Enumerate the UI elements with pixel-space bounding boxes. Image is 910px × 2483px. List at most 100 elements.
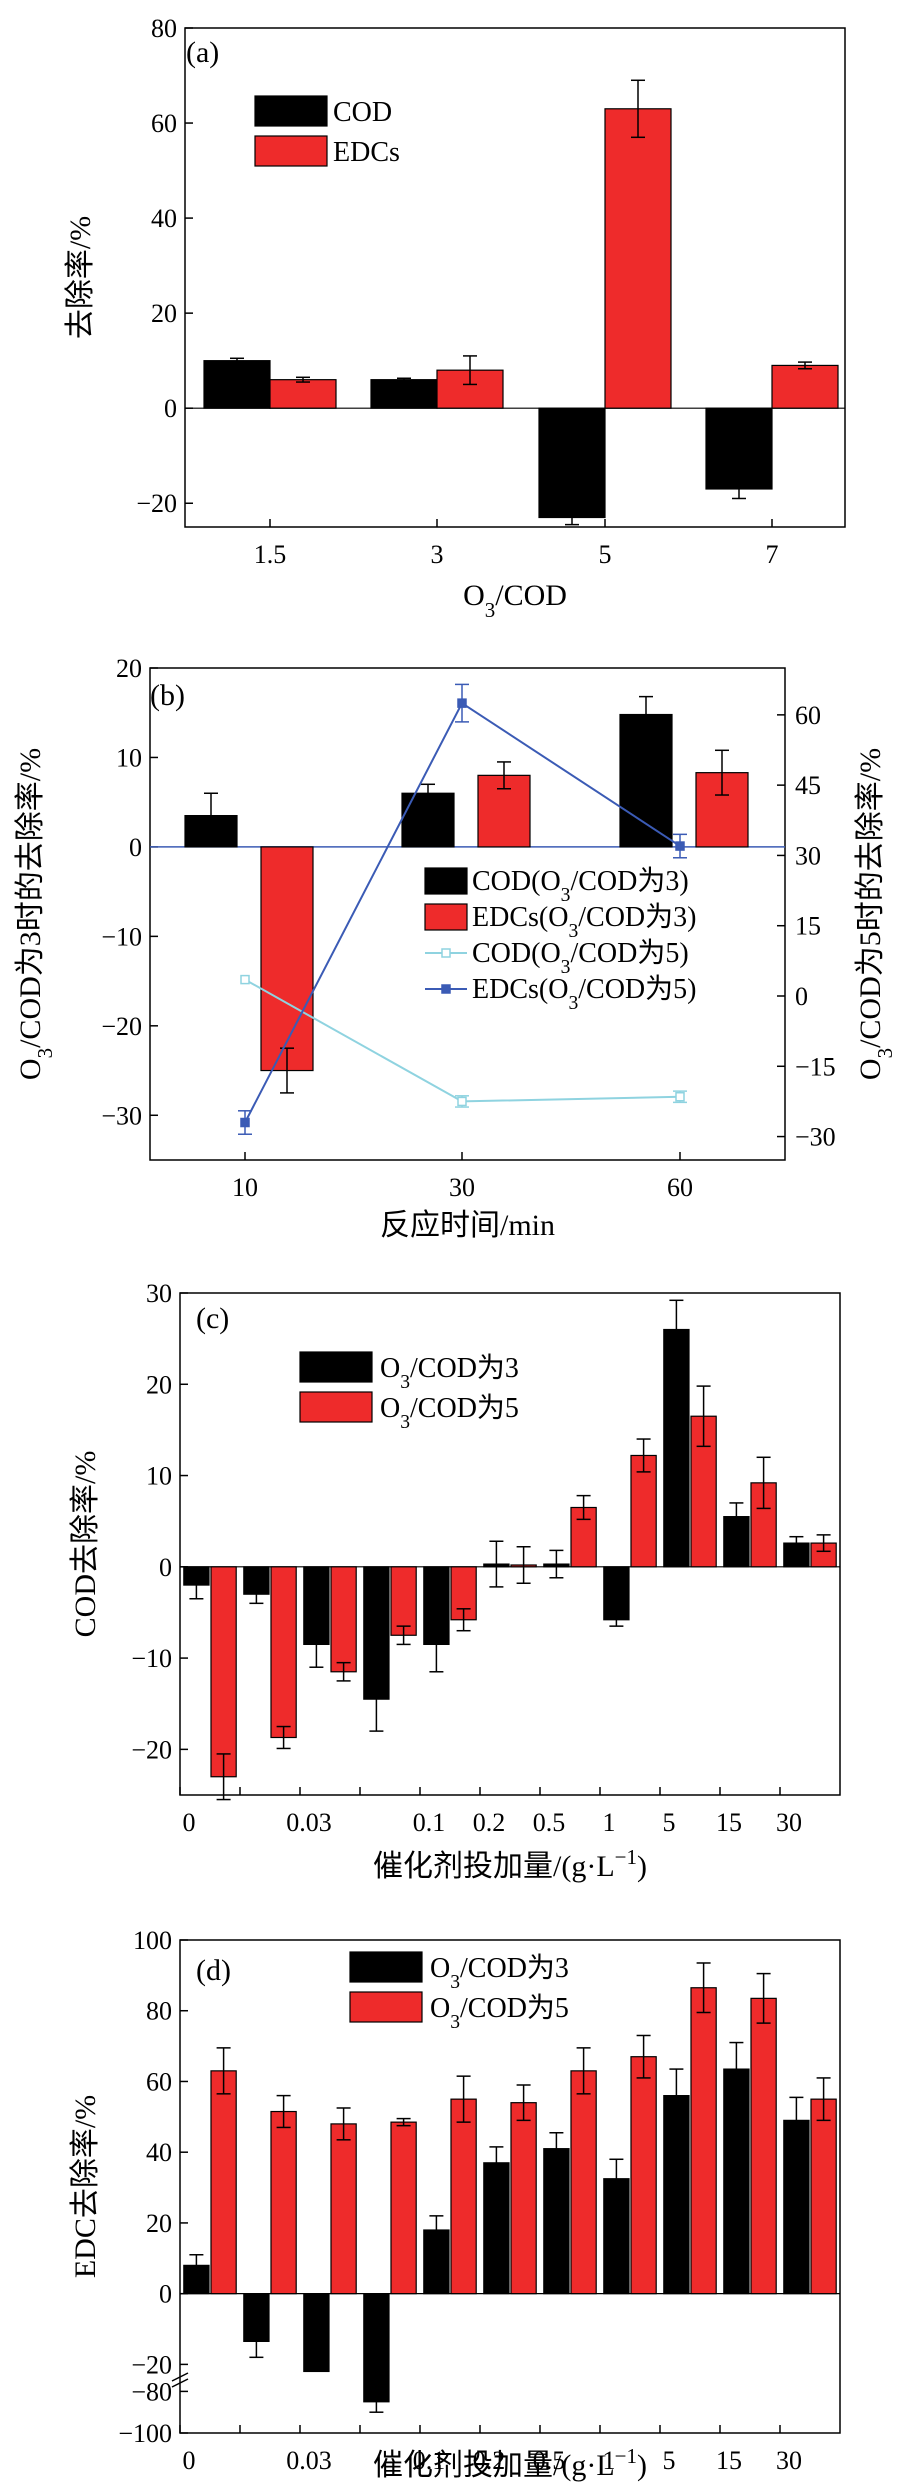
y-tick-label: −20 [136, 489, 177, 518]
y-tick-label: −100 [118, 2419, 172, 2448]
y-tick-label: −20 [131, 1735, 172, 1764]
x-tick-label: 1 [603, 2446, 616, 2475]
bar-edcs [269, 379, 337, 409]
bar-ratio-3 [483, 2162, 510, 2295]
y-tick-label: −80 [131, 2377, 172, 2406]
legend-swatch [424, 903, 468, 931]
axis-break-mark [171, 2372, 189, 2382]
plot-frame [149, 667, 786, 1161]
legend-marker [441, 948, 451, 958]
bar-ratio-5 [450, 2098, 477, 2295]
x-tick-label: 60 [667, 1173, 693, 1202]
y-tick-label: 40 [146, 2138, 172, 2167]
y-tick-label: 20 [151, 299, 177, 328]
y-tick-label: 60 [795, 701, 821, 730]
panel-label: (d) [196, 1954, 231, 1987]
y-tick-label: 45 [795, 771, 821, 800]
y-tick-label: 0 [129, 833, 142, 862]
bar-ratio-5 [270, 1566, 297, 1739]
bar-ratio-3 [603, 2178, 630, 2295]
bar-ratio-5 [810, 2098, 837, 2295]
x-axis-label: 反应时间/min [380, 1209, 555, 1242]
legend-label: EDCs(O3/COD为3) [472, 901, 696, 942]
bar-ratio-5 [270, 2110, 297, 2295]
y-tick-label: 20 [146, 1370, 172, 1399]
plot-frame [179, 1939, 841, 2434]
bar-ratio-3 [603, 1566, 630, 1621]
legend-swatch [424, 867, 468, 895]
bar-ratio-3 [183, 2264, 210, 2295]
x-tick-label: 3 [431, 540, 444, 569]
y-tick-label: 10 [116, 743, 142, 772]
axis-break-mark [171, 2378, 189, 2388]
x-tick-label: 0.5 [533, 2446, 566, 2475]
line-point [240, 1117, 250, 1128]
y-axis-label: COD去除率/% [69, 1451, 102, 1638]
y-tick-label: 100 [133, 1926, 172, 1955]
y-tick-label: 0 [164, 394, 177, 423]
x-tick-label: 0.03 [286, 2446, 332, 2475]
bar-ratio-5 [690, 1415, 717, 1568]
panel-label: (b) [150, 679, 185, 712]
bar-ratio-5 [630, 1454, 657, 1568]
legend-label: O3/COD为5 [380, 1392, 519, 1433]
legend-swatch [254, 95, 328, 127]
x-tick-label: 0.1 [413, 1808, 446, 1837]
y-tick-label: −10 [131, 1644, 172, 1673]
legend-marker [441, 984, 451, 994]
y-tick-label: 30 [795, 841, 821, 870]
bar-ratio-5 [630, 2056, 657, 2295]
bar-ratio-3 [363, 2293, 390, 2403]
bar-ratio-3 [723, 2068, 750, 2295]
x-tick-label: 7 [766, 540, 779, 569]
x-tick-label: 0 [183, 2446, 196, 2475]
bar-cod [705, 407, 773, 490]
y-tick-label: 0 [795, 982, 808, 1011]
y-tick-label: −20 [101, 1012, 142, 1041]
legend-label: COD [333, 97, 392, 128]
bar-ratio-3 [303, 2293, 330, 2373]
y-tick-label: −15 [795, 1052, 836, 1081]
legend-label: COD(O3/COD为3) [472, 865, 689, 906]
y-tick-label: 15 [795, 912, 821, 941]
bar-ratio-5 [690, 1987, 717, 2295]
bar-ratio-5 [330, 1566, 357, 1673]
x-axis-label: 催化剂投加量/(g·L−1) [373, 2444, 647, 2482]
y-tick-label: 0 [159, 1553, 172, 1582]
x-tick-label: 10 [232, 1173, 258, 1202]
legend-swatch [299, 1351, 373, 1383]
y-tick-label: 80 [146, 1997, 172, 2026]
plot-frame [184, 27, 846, 528]
line-point [457, 1096, 467, 1107]
x-tick-label: 5 [599, 540, 612, 569]
bar-ratio-5 [390, 2121, 417, 2295]
bar-ratio-3 [663, 2095, 690, 2295]
legend-swatch [299, 1391, 373, 1423]
bar-ratio-5 [210, 1566, 237, 1778]
x-tick-label: 15 [716, 1808, 742, 1837]
y-tick-label: 30 [146, 1279, 172, 1308]
y-tick-label: 60 [151, 109, 177, 138]
y-tick-label: 0 [159, 2280, 172, 2309]
x-tick-label: 30 [449, 1173, 475, 1202]
x-tick-label: 0.2 [473, 2446, 506, 2475]
plot-frame [179, 1292, 841, 1796]
bar-ratio-3 [783, 2119, 810, 2295]
bar-cod-3 [619, 713, 673, 848]
y-tick-label: −10 [101, 922, 142, 951]
y-tick-label: 60 [146, 2067, 172, 2096]
x-tick-label: 30 [776, 1808, 802, 1837]
y-tick-label: 20 [146, 2209, 172, 2238]
x-tick-label: 0.03 [286, 1808, 332, 1837]
y-axis-right-label: O3/COD为5时的去除率/% [854, 748, 897, 1080]
x-tick-label: 5 [663, 1808, 676, 1837]
legend-swatch [254, 135, 328, 167]
x-tick-label: 30 [776, 2446, 802, 2475]
line-point [457, 698, 467, 708]
y-tick-label: −30 [795, 1123, 836, 1152]
bar-edcs [771, 364, 839, 409]
bar-ratio-3 [663, 1328, 690, 1568]
bar-edcs-3 [260, 846, 314, 1072]
